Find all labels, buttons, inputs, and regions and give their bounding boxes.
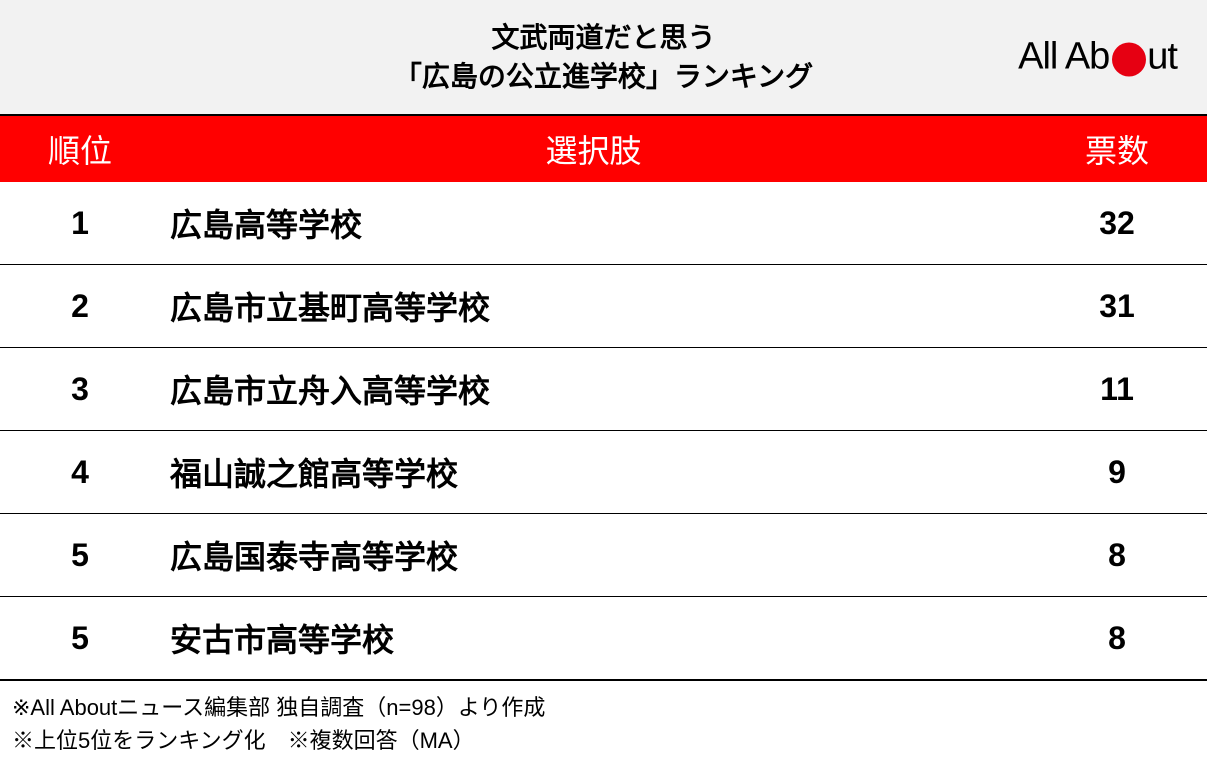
cell-rank: 4 xyxy=(0,431,160,514)
allabout-logo: All Ab ut xyxy=(1018,36,1177,79)
logo-text-left: All Ab xyxy=(1018,36,1109,79)
logo-dot-icon xyxy=(1112,42,1146,76)
header-strip: 文武両道だと思う 「広島の公立進学校」ランキング All Ab ut xyxy=(0,0,1207,116)
ranking-container: 文武両道だと思う 「広島の公立進学校」ランキング All Ab ut 順位 選択… xyxy=(0,0,1207,777)
table-row: 5 広島国泰寺高等学校 8 xyxy=(0,514,1207,597)
col-header-choice: 選択肢 xyxy=(160,116,1027,182)
cell-rank: 3 xyxy=(0,348,160,431)
cell-choice: 広島高等学校 xyxy=(160,182,1027,265)
table-row: 5 安古市高等学校 8 xyxy=(0,597,1207,681)
col-header-rank: 順位 xyxy=(0,116,160,182)
cell-choice: 安古市高等学校 xyxy=(160,597,1027,681)
cell-votes: 32 xyxy=(1027,182,1207,265)
footnote-line-1: ※All Aboutニュース編集部 独自調査（n=98）より作成 xyxy=(12,691,1195,724)
cell-choice: 福山誠之館高等学校 xyxy=(160,431,1027,514)
footnotes: ※All Aboutニュース編集部 独自調査（n=98）より作成 ※上位5位をラ… xyxy=(0,681,1207,777)
ranking-table: 順位 選択肢 票数 1 広島高等学校 32 2 広島市立基町高等学校 31 3 … xyxy=(0,116,1207,681)
cell-rank: 5 xyxy=(0,597,160,681)
cell-rank: 2 xyxy=(0,265,160,348)
cell-votes: 31 xyxy=(1027,265,1207,348)
logo-text-right: ut xyxy=(1147,36,1177,79)
cell-choice: 広島市立舟入高等学校 xyxy=(160,348,1027,431)
cell-votes: 9 xyxy=(1027,431,1207,514)
table-row: 3 広島市立舟入高等学校 11 xyxy=(0,348,1207,431)
table-body: 1 広島高等学校 32 2 広島市立基町高等学校 31 3 広島市立舟入高等学校… xyxy=(0,182,1207,680)
cell-votes: 11 xyxy=(1027,348,1207,431)
table-row: 1 広島高等学校 32 xyxy=(0,182,1207,265)
table-row: 2 広島市立基町高等学校 31 xyxy=(0,265,1207,348)
table-header-row: 順位 選択肢 票数 xyxy=(0,116,1207,182)
footnote-line-2: ※上位5位をランキング化 ※複数回答（MA） xyxy=(12,724,1195,757)
cell-rank: 5 xyxy=(0,514,160,597)
table-row: 4 福山誠之館高等学校 9 xyxy=(0,431,1207,514)
cell-votes: 8 xyxy=(1027,514,1207,597)
cell-rank: 1 xyxy=(0,182,160,265)
cell-votes: 8 xyxy=(1027,597,1207,681)
cell-choice: 広島国泰寺高等学校 xyxy=(160,514,1027,597)
cell-choice: 広島市立基町高等学校 xyxy=(160,265,1027,348)
col-header-votes: 票数 xyxy=(1027,116,1207,182)
